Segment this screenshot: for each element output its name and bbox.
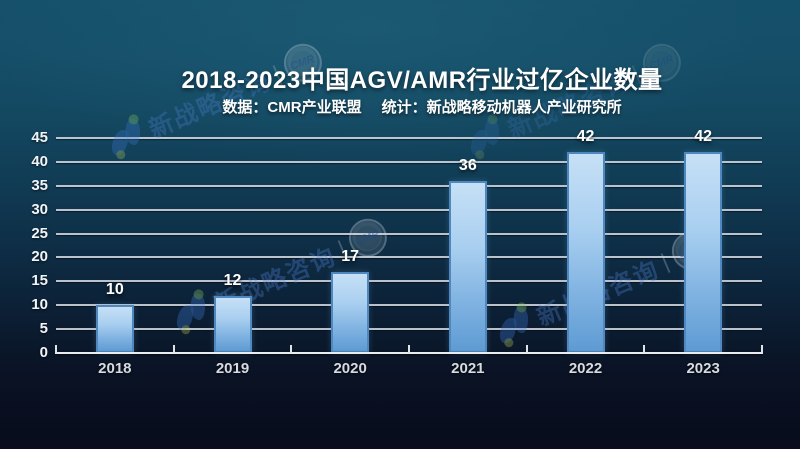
bar-2023 bbox=[684, 152, 723, 353]
bar-2020 bbox=[331, 271, 370, 353]
x-axis-tick bbox=[408, 345, 410, 353]
watermark-separator: | bbox=[657, 248, 673, 274]
grid-line bbox=[56, 208, 762, 211]
chart-subtitle: 数据：CMR产业联盟 统计：新战略移动机器人产业研究所 bbox=[0, 96, 800, 117]
logo-shape bbox=[123, 117, 143, 146]
y-axis-label: 0 bbox=[39, 344, 48, 361]
x-axis-label: 2018 bbox=[98, 360, 132, 377]
x-axis-label: 2022 bbox=[568, 360, 603, 377]
x-axis-tick bbox=[172, 345, 175, 353]
logo-shape bbox=[188, 292, 208, 321]
x-axis-label: 2019 bbox=[215, 360, 250, 377]
bar-value-label: 12 bbox=[223, 271, 242, 289]
grid-line bbox=[56, 280, 762, 283]
x-axis-label: 2020 bbox=[333, 360, 367, 377]
grid-line bbox=[56, 256, 762, 259]
y-axis-label: 20 bbox=[31, 248, 48, 266]
bar-2018 bbox=[95, 305, 134, 353]
grid-line bbox=[56, 304, 762, 307]
x-axis-tick bbox=[55, 345, 57, 353]
logo-shape bbox=[114, 148, 127, 161]
x-axis-label: 2021 bbox=[451, 360, 485, 377]
bar-value-label: 17 bbox=[341, 247, 360, 265]
grid-line bbox=[56, 232, 762, 235]
chart-title: 2018-2023中国AGV/AMR行业过亿企业数量 bbox=[181, 67, 663, 94]
grid-line bbox=[56, 184, 762, 187]
logo-shape bbox=[502, 336, 515, 349]
grid-line bbox=[56, 160, 762, 163]
logo-shape bbox=[515, 300, 529, 314]
subtitle-data-source: 数据：CMR产业联盟 bbox=[222, 99, 362, 116]
cmr-badge-text: CMR bbox=[353, 227, 382, 248]
y-axis-label: 45 bbox=[31, 129, 48, 146]
bar-value-label: 42 bbox=[576, 128, 595, 146]
bar-value-label: 36 bbox=[458, 157, 477, 174]
grid-line bbox=[56, 137, 762, 139]
logo-shape bbox=[482, 117, 502, 146]
x-axis-tick bbox=[761, 345, 763, 353]
bar-2022 bbox=[566, 152, 605, 353]
bar-value-label: 10 bbox=[105, 281, 124, 299]
bar-2019 bbox=[213, 295, 252, 353]
subtitle-statistics-by: 统计：新战略移动机器人产业研究所 bbox=[381, 99, 622, 116]
y-axis-label: 5 bbox=[39, 320, 48, 338]
y-axis-label: 15 bbox=[31, 272, 48, 290]
bar-2021 bbox=[448, 181, 487, 353]
y-axis-label: 25 bbox=[31, 224, 48, 242]
logo-shape bbox=[110, 128, 130, 157]
x-axis-tick bbox=[290, 345, 293, 353]
y-axis-label: 10 bbox=[31, 296, 48, 314]
y-axis-label: 40 bbox=[31, 152, 48, 170]
bar-value-label: 42 bbox=[694, 128, 713, 146]
new-strategy-logo-icon bbox=[492, 300, 540, 349]
y-axis-label: 30 bbox=[31, 200, 48, 218]
x-axis-tick bbox=[525, 345, 528, 353]
x-axis-tick bbox=[643, 345, 646, 353]
x-axis-line bbox=[55, 352, 763, 354]
logo-shape bbox=[469, 128, 489, 157]
grid-line bbox=[56, 328, 762, 331]
logo-shape bbox=[498, 316, 518, 345]
x-axis-label: 2023 bbox=[686, 360, 720, 377]
y-axis-label: 35 bbox=[31, 176, 48, 194]
